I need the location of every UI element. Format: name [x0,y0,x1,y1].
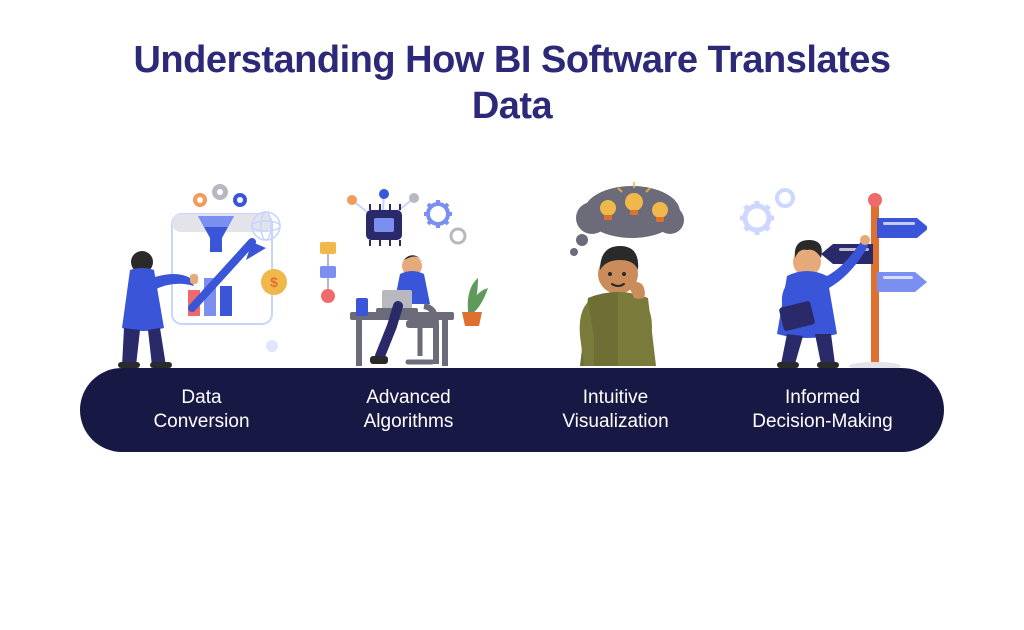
intuitive-visualization-icon [516,172,718,368]
illustration-row: $ [80,172,944,368]
pill-label-3: Informed Decision-Making [731,386,913,434]
svg-text:$: $ [270,274,278,290]
page-title: Understanding How BI Software Translates… [0,0,1024,129]
pill-label-1: Advanced Algorithms [317,386,499,434]
informed-decision-icon [726,172,928,368]
data-conversion-icon: $ [96,172,298,368]
pill-label-2: Intuitive Visualization [524,386,706,434]
advanced-algorithms-icon [306,172,508,368]
pill-label-0: Data Conversion [110,386,292,434]
infographic-stage: $ [80,172,944,452]
labels-pill: Data Conversion Advanced Algorithms Intu… [80,368,944,452]
